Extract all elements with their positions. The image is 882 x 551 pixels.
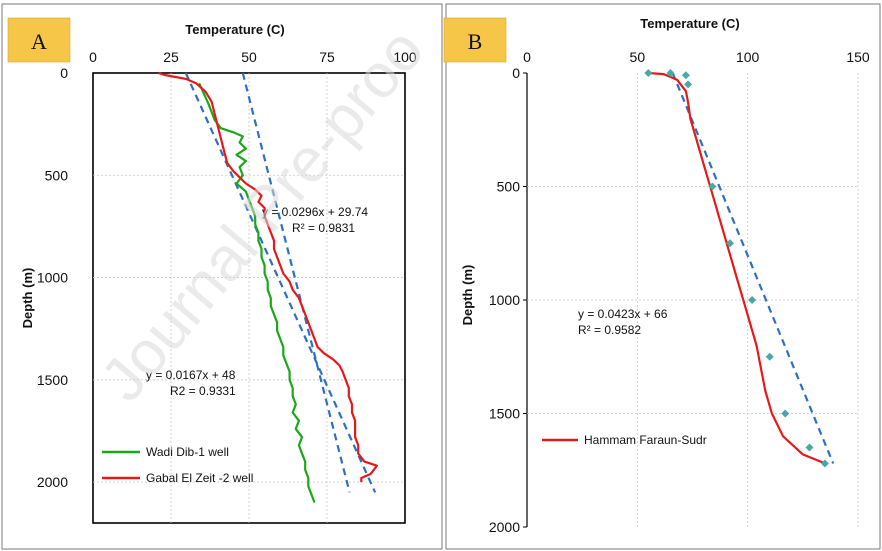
x-tick-label: 0	[523, 49, 531, 65]
y-tick-label: 500	[497, 179, 521, 195]
panel-b-trend-r2: R² = 0.9582	[578, 323, 641, 337]
panel-a-y-axis-title: Depth (m)	[20, 268, 35, 329]
panel-b-trend-equation: y = 0.0423x + 66	[578, 307, 668, 321]
x-tick-label: 75	[319, 49, 335, 65]
y-tick-label: 2000	[37, 474, 68, 490]
legend-label-gabal-el-zeit: Gabal El Zeit -2 well	[146, 471, 253, 485]
data-point-marker	[726, 239, 735, 248]
x-tick-label: 50	[241, 49, 257, 65]
panel-a-x-ticks: 0 25 50 75 100	[89, 49, 417, 65]
panel-b-y-ticks: 0 500 1000 1500 2000	[489, 65, 527, 535]
y-tick-label: 0	[512, 65, 520, 81]
x-tick-label: 100	[393, 49, 417, 65]
panel-b-markers	[644, 69, 829, 468]
panel-b-badge-label: B	[468, 29, 483, 54]
data-point-marker	[781, 409, 790, 418]
legend-label-hammam-faraun: Hammam Faraun-Sudr	[584, 433, 707, 447]
panel-a-trend-r2-1: R² = 0.9831	[292, 221, 355, 235]
panel-a-series	[158, 71, 378, 503]
panel-b-trendlines	[671, 72, 835, 464]
data-point-marker	[805, 443, 814, 452]
y-tick-label: 1000	[489, 292, 520, 308]
data-point-marker	[684, 80, 693, 89]
panel-b-badge: B	[443, 17, 507, 63]
y-tick-label: 1500	[489, 406, 520, 422]
legend-label-wadi-dib: Wadi Dib-1 well	[146, 445, 229, 459]
data-point-marker	[681, 71, 690, 80]
y-tick-label: 500	[45, 167, 69, 183]
data-point-marker	[748, 296, 757, 304]
x-tick-label: 150	[846, 49, 870, 65]
panel-a-chart: 0 25 50 75 100 0 500 1000 1500 2000 Temperature …	[20, 22, 417, 524]
data-point-marker	[708, 182, 717, 191]
y-tick-label: 1000	[37, 270, 68, 286]
panel-b-badge-box	[443, 17, 507, 63]
data-point-marker	[765, 352, 774, 361]
panel-a-trend-equation-2: y = 0.0167x + 48	[146, 368, 236, 382]
x-tick-label: 50	[630, 49, 646, 65]
panel-a-grid	[93, 73, 405, 523]
y-tick-label: 0	[60, 65, 68, 81]
panel-a-x-axis-title: Temperature (C)	[185, 22, 284, 37]
data-point-marker	[644, 69, 653, 77]
panel-b-y-axis-title: Depth (m)	[460, 265, 475, 326]
panel-b-x-ticks: 0 50 100 150	[523, 49, 870, 65]
panel-a-y-ticks: 0 500 1000 1500 2000	[37, 65, 68, 490]
panel-b-x-axis-title: Temperature (C)	[640, 16, 739, 31]
panel-a-badge-label: A	[31, 29, 47, 54]
panel-b-legend: Hammam Faraun-Sudr	[542, 433, 707, 447]
x-tick-label: 25	[163, 49, 179, 65]
y-tick-label: 2000	[489, 519, 520, 535]
data-point-marker	[820, 459, 829, 468]
panel-b-frame	[445, 3, 881, 550]
series-line	[198, 82, 316, 503]
panel-a-trend-equation-1: y = 0.0296x + 29.74	[262, 205, 368, 219]
panel-a-badge-box	[7, 17, 71, 63]
panel-a-trendlines	[184, 72, 377, 493]
trendline	[241, 72, 351, 493]
panel-a-legend: Wadi Dib-1 well Gabal El Zeit -2 well	[102, 445, 253, 485]
panel-a-badge: A	[7, 17, 71, 63]
series-line	[158, 71, 378, 483]
panel-b-grid	[527, 73, 859, 527]
panel-b-chart: 0 50 100 150 0 500 1000 1500 2000 Temperature (…	[460, 16, 870, 535]
x-tick-label: 0	[89, 49, 97, 65]
trendline	[671, 72, 835, 464]
panel-a-trend-r2-2: R2 = 0.9331	[170, 384, 236, 398]
x-tick-label: 100	[736, 49, 760, 65]
y-tick-label: 1500	[37, 372, 68, 388]
trendline	[184, 72, 377, 493]
data-point-marker	[666, 69, 675, 77]
